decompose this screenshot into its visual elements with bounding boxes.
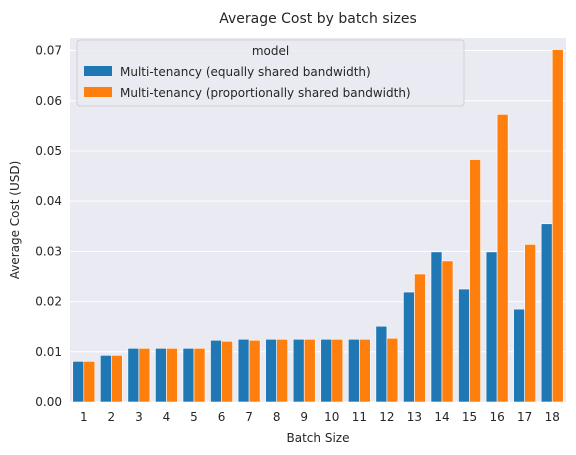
x-tick-label: 13 — [407, 410, 422, 424]
x-tick-label: 9 — [300, 410, 308, 424]
bar-proportional — [441, 260, 454, 403]
x-axis-ticks: 1 2 3 4 5 6 7 8 9 10 11 12 13 14 15 16 17 18 — [80, 410, 560, 424]
legend-label-proportional: Multi-tenancy (proportionally shared ban… — [120, 86, 411, 100]
x-tick-label: 7 — [245, 410, 253, 424]
chart-title: Average Cost by batch sizes — [219, 11, 417, 27]
bar-proportional — [331, 338, 344, 403]
x-tick-label: 15 — [462, 410, 477, 424]
bar-equal — [292, 338, 305, 403]
bar-equal — [403, 291, 415, 403]
bar-proportional — [303, 338, 316, 403]
bar-equal — [127, 347, 140, 403]
bar-proportional — [248, 339, 261, 403]
bar-equal — [320, 338, 333, 403]
bar-equal — [430, 251, 443, 403]
x-tick-label: 18 — [545, 410, 560, 424]
bar-proportional — [551, 49, 564, 403]
bar-equal — [210, 339, 222, 403]
bar-proportional — [469, 159, 481, 403]
bar-proportional — [166, 347, 178, 403]
y-tick-label: 0.05 — [35, 144, 62, 158]
bar-equal — [265, 338, 277, 403]
x-axis-label: Batch Size — [287, 431, 350, 445]
x-tick-label: 4 — [163, 410, 171, 424]
bar-proportional — [276, 338, 288, 403]
y-axis-ticks: 0.00 0.01 0.02 0.03 0.04 0.05 0.06 0.07 — [35, 44, 62, 409]
x-tick-label: 17 — [517, 410, 532, 424]
bar-equal — [513, 308, 525, 403]
bar-proportional — [138, 347, 151, 403]
y-tick-label: 0.01 — [35, 345, 62, 359]
x-tick-label: 8 — [273, 410, 281, 424]
bar-proportional — [221, 340, 233, 403]
legend-box — [76, 39, 465, 107]
bar-equal — [155, 347, 167, 403]
legend-swatch-proportional — [84, 87, 112, 97]
legend-label-equal: Multi-tenancy (equally shared bandwidth) — [120, 65, 371, 79]
y-tick-label: 0.00 — [35, 395, 62, 409]
bar-equal — [458, 288, 470, 403]
bar-proportional — [524, 244, 536, 403]
y-tick-label: 0.07 — [35, 44, 62, 58]
bar-proportional — [111, 355, 123, 403]
x-tick-label: 11 — [352, 410, 367, 424]
x-tick-label: 10 — [324, 410, 339, 424]
bar-equal — [348, 338, 360, 403]
bar-equal — [237, 338, 250, 403]
bar-proportional — [359, 338, 371, 403]
bar-proportional — [386, 337, 399, 403]
bar-proportional — [193, 347, 206, 403]
bar-equal — [485, 251, 498, 403]
x-tick-label: 3 — [135, 410, 143, 424]
bar-equal — [375, 325, 388, 403]
bar-proportional — [496, 114, 509, 403]
legend: model Multi-tenancy (equally shared band… — [76, 39, 465, 107]
bar-equal — [100, 355, 112, 403]
bar-equal — [182, 347, 195, 403]
x-tick-label: 2 — [108, 410, 116, 424]
bar-proportional — [83, 361, 96, 403]
x-tick-label: 5 — [190, 410, 198, 424]
y-tick-label: 0.03 — [35, 244, 62, 258]
x-tick-label: 16 — [489, 410, 504, 424]
x-tick-label: 14 — [434, 410, 449, 424]
bars — [72, 49, 564, 403]
y-tick-label: 0.06 — [35, 94, 62, 108]
bar-equal — [72, 361, 85, 403]
legend-swatch-equal — [84, 66, 112, 76]
x-tick-label: 12 — [379, 410, 394, 424]
y-axis-label: Average Cost (USD) — [8, 161, 22, 280]
bar-proportional — [414, 273, 426, 403]
x-tick-label: 1 — [80, 410, 88, 424]
y-tick-label: 0.02 — [35, 295, 62, 309]
legend-title: model — [252, 44, 289, 58]
bar-equal — [540, 223, 553, 403]
y-tick-label: 0.04 — [35, 194, 62, 208]
x-tick-label: 6 — [218, 410, 226, 424]
